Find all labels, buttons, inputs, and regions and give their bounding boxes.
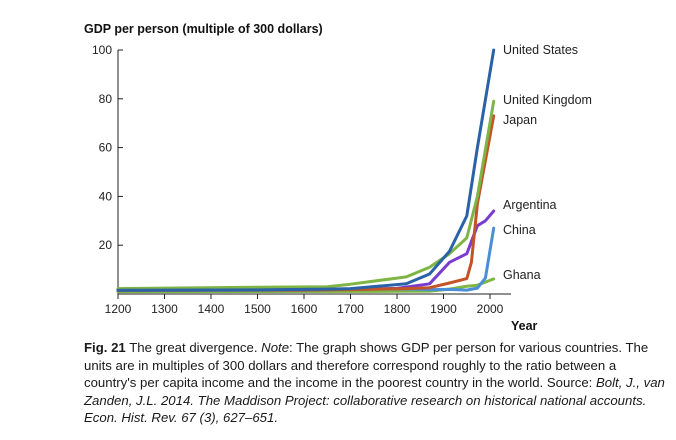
axes: 20 40 60 80 100 1200 1300 1400 1500 1600 1700 1800 1… <box>92 43 511 316</box>
caption-label: Fig. 21 <box>84 340 126 355</box>
x-tick-label: 1500 <box>244 302 271 316</box>
x-axis-title: Year <box>511 319 538 333</box>
y-tick-label: 100 <box>92 43 112 57</box>
x-tick-label: 1300 <box>151 302 178 316</box>
x-tick-label: 1400 <box>198 302 225 316</box>
series-line-china <box>116 226 496 292</box>
series-label-united-states: United States <box>503 43 578 57</box>
series-label-japan: Japan <box>503 113 537 127</box>
caption-text-2: : The graph shows GDP per person for var… <box>84 340 649 390</box>
y-tick-label: 20 <box>99 238 113 252</box>
series-label-argentina: Argentina <box>503 198 557 212</box>
y-tick-label: 60 <box>99 141 113 155</box>
x-tick-label: 1700 <box>337 302 364 316</box>
gdp-chart: GDP per person (multiple of 300 dollars)… <box>84 22 592 333</box>
y-tick-label: 40 <box>99 189 113 203</box>
caption-text: The great divergence. <box>125 340 262 355</box>
series-line-united-kingdom <box>116 99 496 291</box>
series-line-united-states <box>116 48 496 292</box>
y-tick-label: 80 <box>99 92 113 106</box>
figure-caption: Fig. 21 The great divergence. Note: The … <box>84 339 666 427</box>
series-label-ghana: Ghana <box>503 268 541 282</box>
series-line-argentina <box>116 209 496 292</box>
series-label-china: China <box>503 223 536 237</box>
caption-note: Note <box>261 340 290 355</box>
x-tick-label: 1200 <box>105 302 132 316</box>
chart-title: GDP per person (multiple of 300 dollars) <box>84 22 323 36</box>
caption-source: Bolt, J., van Zanden, J.L. 2014. The Mad… <box>84 375 665 425</box>
series-lines <box>116 48 496 294</box>
series-labels: United States United Kingdom Japan Argentin… <box>503 43 592 282</box>
series-label-united-kingdom: United Kingdom <box>503 93 592 107</box>
x-tick-label: 1800 <box>384 302 411 316</box>
x-tick-label: 1600 <box>291 302 318 316</box>
x-tick-label: 1900 <box>430 302 457 316</box>
x-tick-label: 2000 <box>477 302 504 316</box>
